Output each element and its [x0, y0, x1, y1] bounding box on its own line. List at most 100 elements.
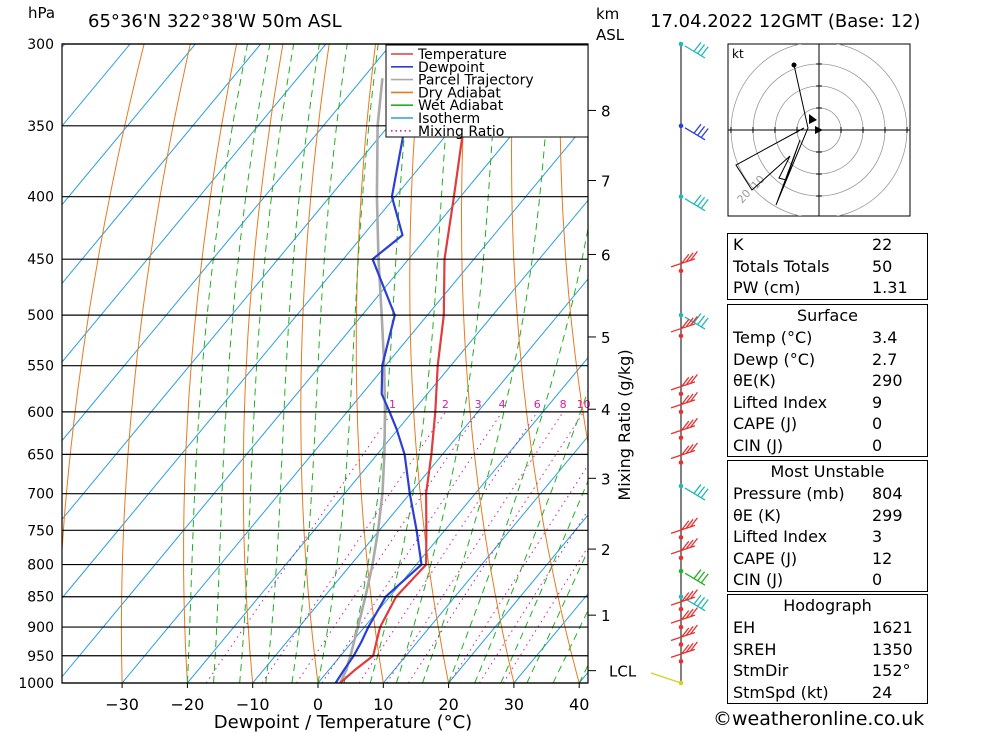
hodo-row: EH 1621 — [733, 618, 913, 637]
wind-barb-feather — [689, 374, 698, 384]
most-unstable-title: Most Unstable — [770, 462, 885, 481]
wind-barb-feather — [697, 486, 706, 497]
surface-row: θE(K) 290 — [733, 371, 903, 390]
wind-barb-feather — [685, 375, 694, 386]
plot-frame — [61, 43, 589, 684]
isotherm-line — [62, 44, 457, 521]
wind-barb-feather — [685, 252, 694, 263]
wind-barb — [670, 589, 698, 612]
wind-barb-dot — [678, 555, 684, 561]
wind-barb-dot — [678, 606, 684, 612]
wind-barb-feather — [697, 44, 706, 54]
hodo-row: StmDir 152° — [733, 661, 911, 680]
wind-barb-feather — [693, 569, 702, 579]
pressure-tick-label: 500 — [27, 308, 54, 324]
wind-barb-dot — [678, 268, 684, 274]
wind-barb-feather — [685, 626, 694, 636]
wind-barb-feather — [681, 394, 690, 405]
wet-adiabat — [395, 44, 500, 683]
dry-adiabat — [461, 44, 515, 683]
isotherm-line — [187, 199, 588, 683]
wind-barb-feather — [681, 253, 690, 264]
wind-barb-feather — [689, 316, 698, 326]
mixing-ratio-line — [296, 411, 479, 683]
wind-barb-feather — [689, 641, 698, 652]
pressure-tick-label: 550 — [27, 359, 54, 375]
wind-barb-dot — [678, 568, 684, 574]
wind-barb-feather — [693, 313, 702, 323]
wind-barb-feather — [693, 123, 702, 134]
most-unstable-table: Most Unstable Pressure (mb) 804 θE (K) 299… — [727, 460, 928, 592]
pressure-tick-label: 450 — [27, 252, 54, 268]
wind-barb — [670, 538, 698, 561]
surface-title: Surface — [797, 306, 858, 325]
indices-row: PW (cm) 1.31 — [733, 278, 908, 297]
wind-barb — [670, 417, 698, 441]
dry-adiabat — [183, 44, 238, 683]
hodograph-unit: kt — [732, 47, 744, 61]
wind-barb-feather — [689, 392, 698, 402]
km-tick-label: LCL — [609, 663, 637, 681]
pressure-tick-label: 700 — [27, 487, 54, 503]
wind-barb-feather — [689, 589, 698, 600]
km-unit-label: km — [596, 5, 620, 23]
wind-barb-dot — [678, 460, 684, 465]
wind-barb-feather — [681, 420, 690, 431]
wind-barb-dot — [678, 435, 684, 441]
wind-barb — [670, 442, 698, 465]
wind-barb-feather — [681, 445, 690, 456]
wind-barb-feather — [685, 539, 694, 550]
legend-label: Parcel Trajectory — [418, 73, 534, 89]
wind-barb-feather — [685, 393, 694, 404]
wind-barb-dot — [678, 594, 684, 600]
asl-unit-label: ASL — [596, 26, 625, 44]
wind-barb-feather — [681, 644, 690, 655]
wind-barb-feather — [700, 573, 709, 584]
isotherm-line — [448, 514, 588, 683]
dewpoint-line — [334, 44, 451, 683]
pressure-tick-label: 850 — [27, 590, 54, 606]
mixing-ratio-label: 10 — [577, 398, 591, 411]
wind-barb — [670, 607, 698, 630]
wind-barb-feather — [685, 608, 694, 619]
wind-barb-feather — [689, 417, 698, 428]
pressure-tick-label: 750 — [27, 523, 54, 539]
isotherm-line — [62, 44, 392, 442]
hodograph-table: Hodograph EH 1621 SREH 1350 StmDir 152° Stm… — [727, 594, 928, 704]
dry-adiabat — [300, 44, 330, 683]
copyright-link[interactable]: ©weatheronline.co.uk — [713, 708, 925, 730]
mixing-ratio-line — [448, 464, 588, 683]
wind-barb-feather — [685, 518, 694, 529]
location-title: 65°36'N 322°38'W 50m ASL — [88, 11, 342, 32]
wind-barb-staff — [650, 672, 682, 684]
km-tick-label: 8 — [601, 102, 611, 120]
pressure-tick-label: 300 — [27, 37, 54, 53]
legend-label: Isotherm — [418, 111, 480, 127]
wind-barb-feather — [685, 590, 694, 601]
legend-label: Wet Adiabat — [418, 98, 504, 114]
x-tick-label: 10 — [373, 695, 393, 714]
km-tick-label: 2 — [601, 541, 611, 559]
wet-adiabat — [213, 44, 271, 683]
wind-barb-feather — [693, 484, 702, 494]
wind-barb-feather — [700, 488, 709, 499]
pressure-tick-label: 350 — [27, 119, 54, 135]
km-tick-label: 4 — [601, 401, 611, 419]
wind-barb-dot — [678, 624, 684, 630]
wind-barb-feather — [697, 571, 706, 582]
wind-barb-feather — [681, 376, 690, 387]
dry-adiabat — [977, 44, 1000, 683]
wind-barb-dot — [678, 659, 684, 664]
wind-barb-feather — [689, 250, 698, 261]
wind-barb — [650, 672, 684, 686]
wind-barb-feather — [697, 596, 706, 607]
wind-barb-feather — [700, 128, 709, 138]
isotherm-line — [121, 120, 588, 683]
wind-barb-dot — [678, 123, 684, 129]
indices-row: Totals Totals 50 — [733, 256, 893, 276]
km-tick-label: 3 — [601, 470, 611, 488]
wind-barb-feather — [697, 196, 706, 207]
mu-row: CAPE (J) 12 — [733, 548, 893, 568]
km-tick-label: 5 — [601, 329, 611, 347]
